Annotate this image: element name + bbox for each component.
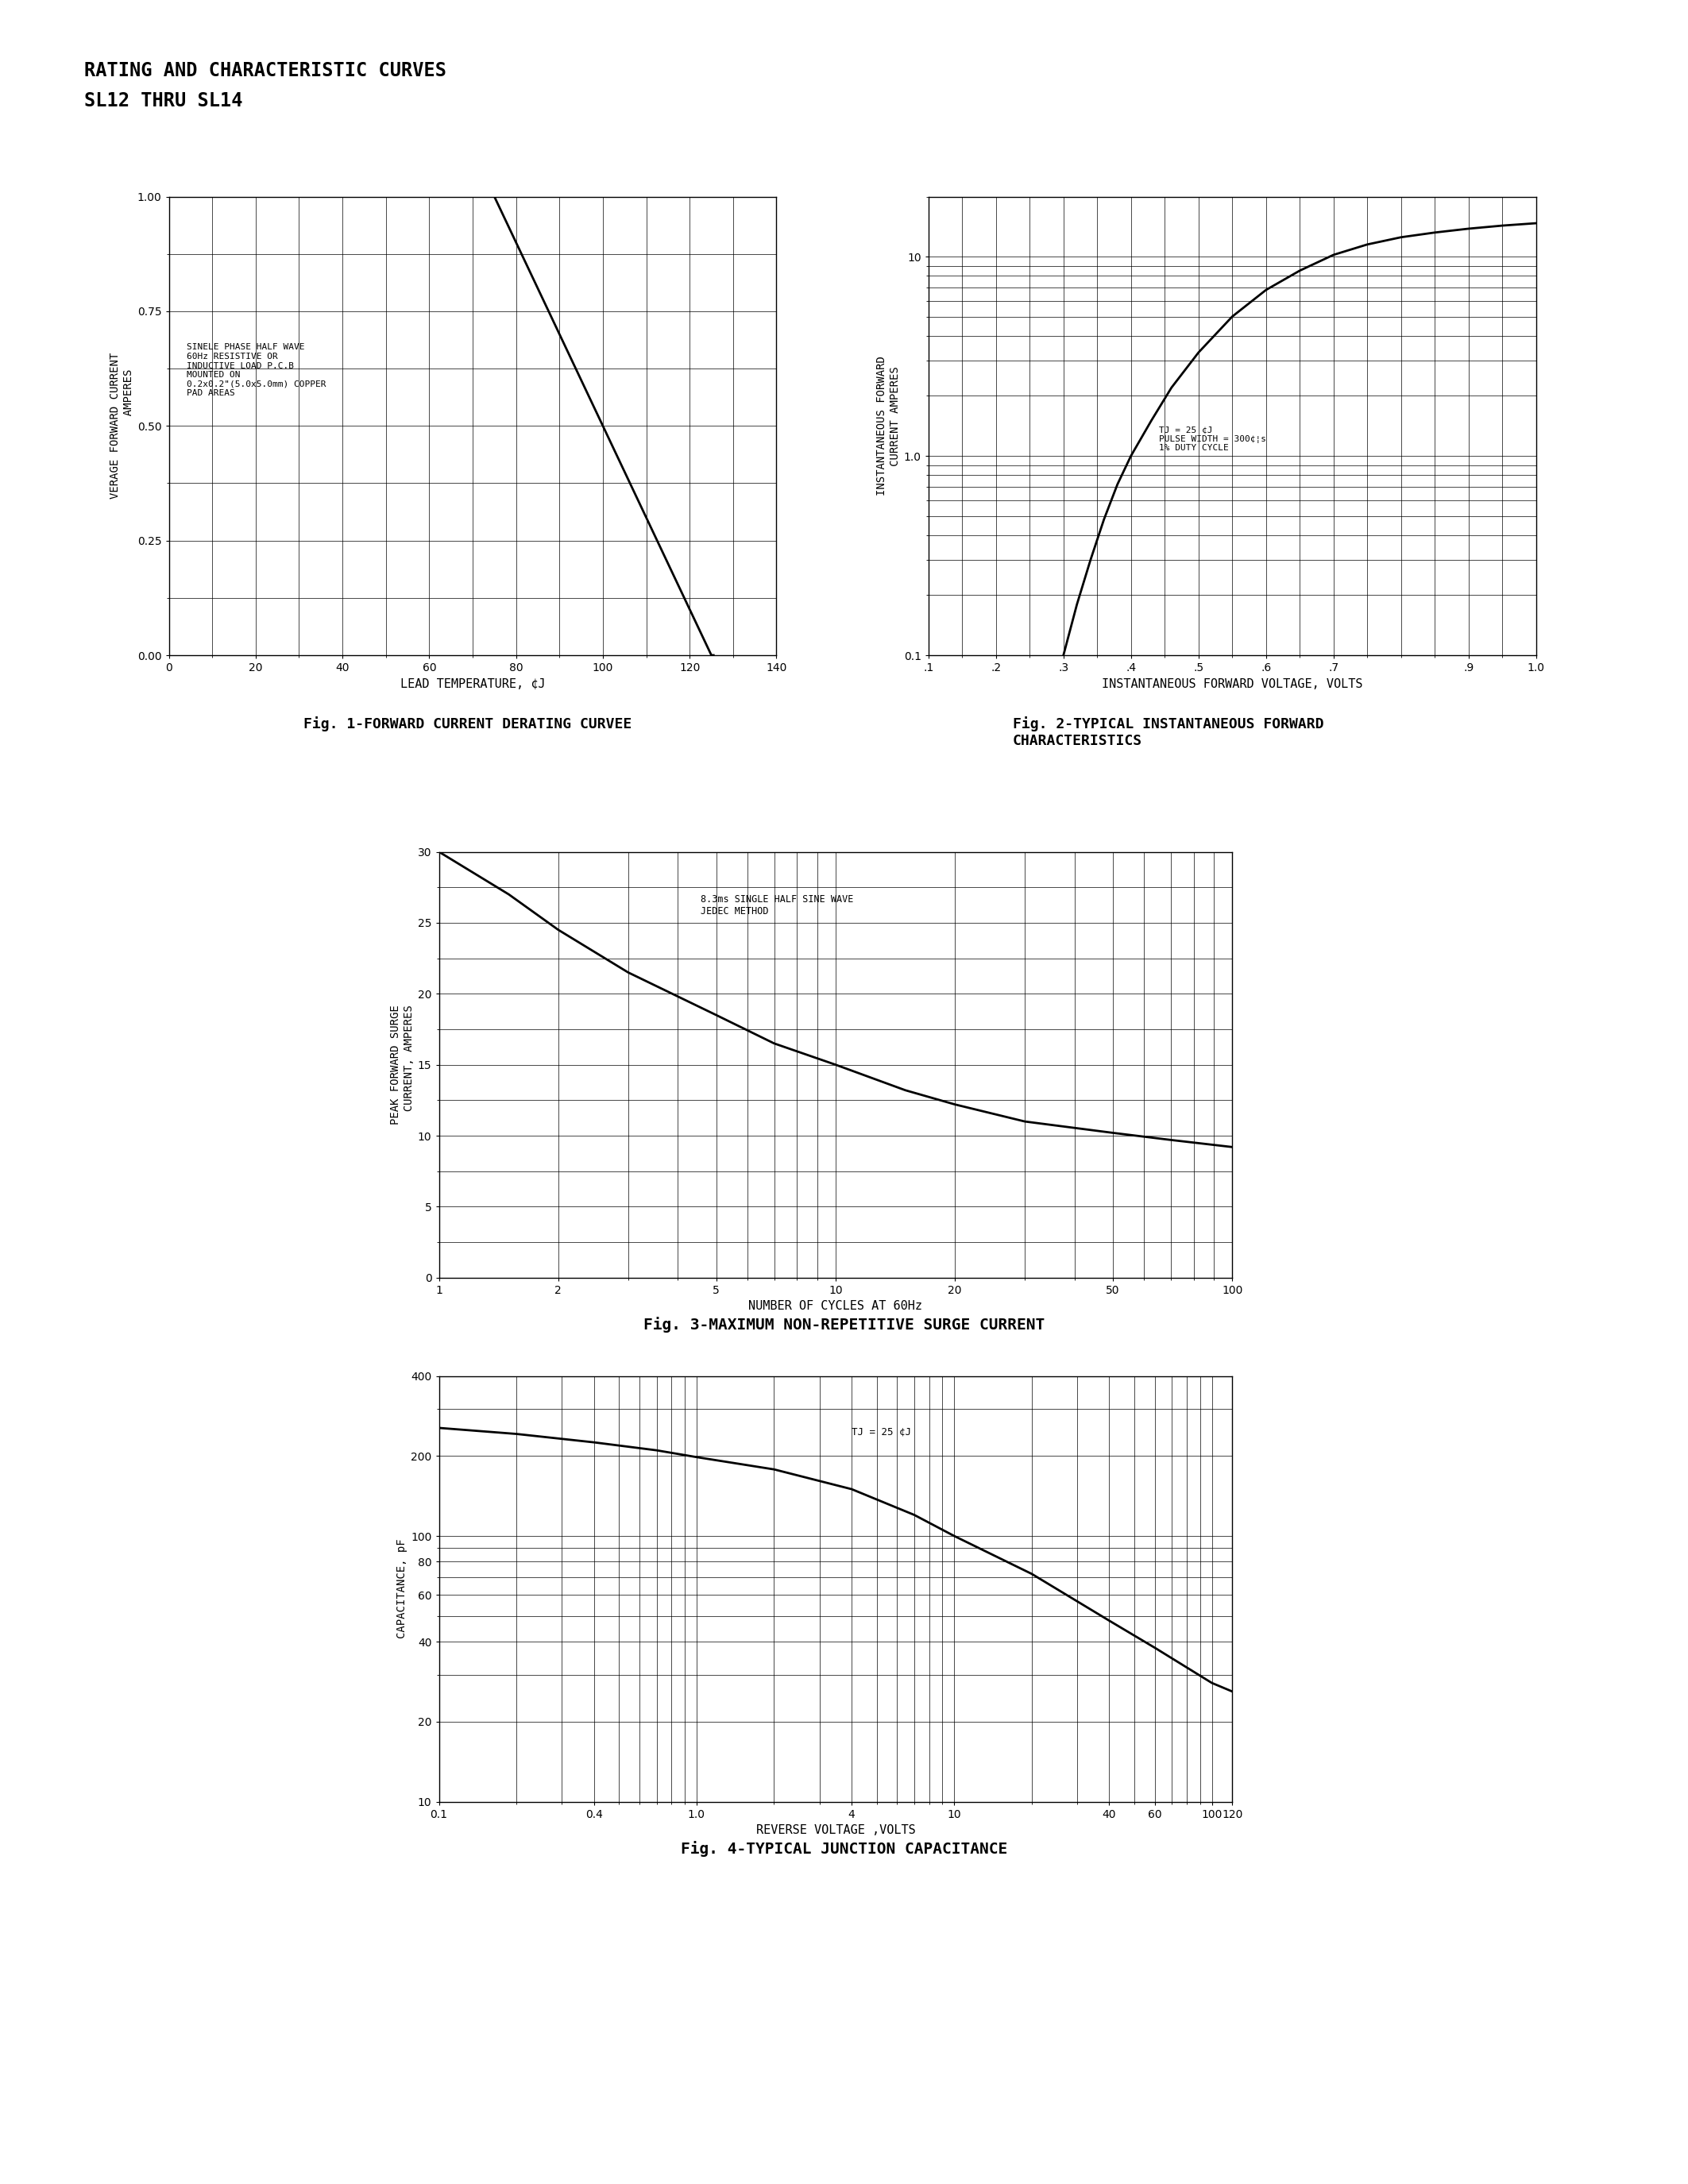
X-axis label: NUMBER OF CYCLES AT 60Hz: NUMBER OF CYCLES AT 60Hz: [748, 1299, 923, 1313]
X-axis label: REVERSE VOLTAGE ,VOLTS: REVERSE VOLTAGE ,VOLTS: [756, 1824, 915, 1837]
Y-axis label: CAPACITANCE, pF: CAPACITANCE, pF: [397, 1540, 407, 1638]
Y-axis label: INSTANTANEOUS FORWARD
   CURRENT AMPERES: INSTANTANEOUS FORWARD CURRENT AMPERES: [876, 356, 900, 496]
Text: Fig. 3-MAXIMUM NON-REPETITIVE SURGE CURRENT: Fig. 3-MAXIMUM NON-REPETITIVE SURGE CURR…: [643, 1317, 1045, 1332]
Text: TJ = 25 ¢J
PULSE WIDTH = 300¢¦s
1% DUTY CYCLE: TJ = 25 ¢J PULSE WIDTH = 300¢¦s 1% DUTY …: [1160, 426, 1266, 452]
Text: RATING AND CHARACTERISTIC CURVES: RATING AND CHARACTERISTIC CURVES: [84, 61, 447, 81]
Text: Fig. 2-TYPICAL INSTANTANEOUS FORWARD
CHARACTERISTICS: Fig. 2-TYPICAL INSTANTANEOUS FORWARD CHA…: [1013, 716, 1323, 747]
Text: TJ = 25 ¢J: TJ = 25 ¢J: [851, 1426, 912, 1437]
X-axis label: INSTANTANEOUS FORWARD VOLTAGE, VOLTS: INSTANTANEOUS FORWARD VOLTAGE, VOLTS: [1102, 677, 1362, 690]
Y-axis label: VERAGE FORWARD CURRENT
          AMPERES: VERAGE FORWARD CURRENT AMPERES: [110, 354, 133, 500]
Text: 8.3ms SINGLE HALF SINE WAVE
JEDEC METHOD: 8.3ms SINGLE HALF SINE WAVE JEDEC METHOD: [701, 895, 854, 917]
Y-axis label: PEAK FORWARD SURGE
  CURRENT, AMPERES: PEAK FORWARD SURGE CURRENT, AMPERES: [390, 1005, 414, 1125]
X-axis label: LEAD TEMPERATURE, ¢J: LEAD TEMPERATURE, ¢J: [400, 677, 545, 690]
Text: SL12 THRU SL14: SL12 THRU SL14: [84, 92, 243, 111]
Text: Fig. 4-TYPICAL JUNCTION CAPACITANCE: Fig. 4-TYPICAL JUNCTION CAPACITANCE: [680, 1841, 1008, 1856]
Text: SINELE PHASE HALF WAVE
60Hz RESISTIVE OR
INDUCTIVE LOAD P.C.B
MOUNTED ON
0.2x0.2: SINELE PHASE HALF WAVE 60Hz RESISTIVE OR…: [187, 343, 326, 397]
Text: Fig. 1-FORWARD CURRENT DERATING CURVEE: Fig. 1-FORWARD CURRENT DERATING CURVEE: [304, 716, 631, 732]
